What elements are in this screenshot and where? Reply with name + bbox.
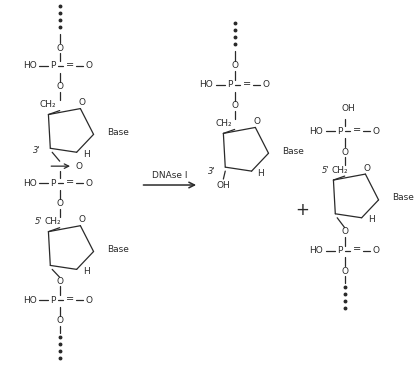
Text: =: = [66,60,74,70]
Text: Base: Base [107,245,129,254]
Text: +: + [295,201,309,219]
Text: HO: HO [23,296,37,305]
Text: O: O [372,246,379,255]
Text: O: O [341,227,348,236]
Text: HO: HO [200,80,213,89]
Text: =: = [353,125,361,135]
Text: 5': 5' [35,217,43,226]
Text: O: O [85,179,93,188]
Text: O: O [79,98,86,107]
Text: P: P [337,127,343,136]
Text: OH: OH [217,181,230,189]
Text: =: = [66,177,74,187]
Text: P: P [51,62,56,70]
Text: O: O [56,44,63,53]
Text: O: O [231,101,238,110]
Text: O: O [76,162,83,171]
Text: OH: OH [342,104,355,113]
Text: =: = [243,79,251,89]
Text: H: H [83,267,89,276]
Text: P: P [227,80,233,89]
Text: DNAse I: DNAse I [152,170,188,179]
Text: 3': 3' [208,167,216,176]
Text: HO: HO [23,179,37,188]
Text: O: O [79,215,86,224]
Text: P: P [51,296,56,305]
Text: O: O [85,296,93,305]
Text: O: O [341,267,348,276]
Text: H: H [258,169,264,178]
Text: HO: HO [23,62,37,70]
Text: =: = [353,245,361,254]
Text: O: O [254,117,261,126]
Text: O: O [56,200,63,209]
Text: =: = [66,294,74,304]
Text: P: P [51,179,56,188]
Text: O: O [341,148,348,157]
Text: HO: HO [310,246,323,255]
Text: 5': 5' [322,166,330,175]
Text: O: O [56,82,63,91]
Text: O: O [85,62,93,70]
Text: Base: Base [392,194,414,203]
Text: O: O [372,127,379,136]
Text: H: H [368,215,374,224]
Text: O: O [231,62,238,70]
Text: CH₂: CH₂ [39,100,56,109]
Text: HO: HO [310,127,323,136]
Text: CH₂: CH₂ [45,217,61,226]
Text: O: O [56,317,63,326]
Text: Base: Base [107,128,129,137]
Text: P: P [337,246,343,255]
Text: CH₂: CH₂ [332,166,348,175]
Text: Base: Base [282,147,303,156]
Text: O: O [262,80,269,89]
Text: 3': 3' [33,146,41,155]
Text: O: O [56,277,63,286]
Text: H: H [83,150,89,159]
Text: O: O [364,164,371,173]
Text: CH₂: CH₂ [215,119,232,128]
